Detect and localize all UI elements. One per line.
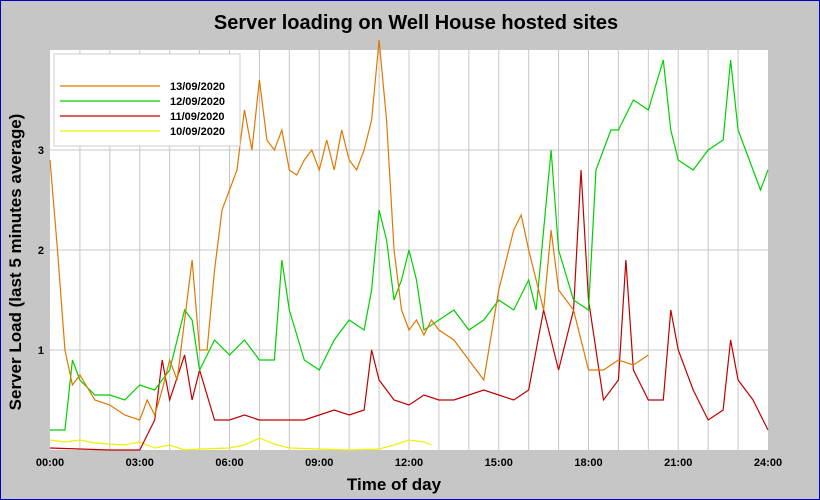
x-tick-label: 00:00 — [36, 457, 64, 469]
y-ticks: 1 2 3 — [38, 145, 44, 357]
chart-title: Server loading on Well House hosted site… — [214, 12, 618, 34]
series-lines — [49, 39, 769, 451]
x-axis-label: Time of day — [347, 475, 442, 494]
x-tick-label: 09:00 — [305, 457, 333, 469]
x-tick-label: 12:00 — [395, 457, 423, 469]
x-tick-label: 03:00 — [126, 457, 154, 469]
x-ticks: 00:00 03:00 06:00 09:00 12:00 15:00 18:00 21:00… — [36, 457, 782, 469]
x-tick-label: 24:00 — [754, 457, 782, 469]
legend-label: 13/09/2020 — [170, 81, 225, 93]
x-tick-label: 21:00 — [664, 457, 692, 469]
x-tick-label: 15:00 — [485, 457, 513, 469]
legend-label: 11/09/2020 — [170, 111, 224, 123]
x-tick-label: 06:00 — [215, 457, 243, 469]
legend-label: 12/09/2020 — [170, 96, 225, 108]
legend-label: 10/09/2020 — [170, 126, 225, 138]
y-tick-label: 2 — [38, 245, 44, 257]
x-tick-label: 18:00 — [574, 457, 602, 469]
y-tick-label: 1 — [38, 345, 44, 357]
series-line-10/09/2020 — [49, 437, 432, 451]
series-line-11/09/2020 — [49, 169, 769, 451]
y-axis-label: Server Load (last 5 minutes average) — [6, 114, 25, 411]
series-line-13/09/2020 — [49, 39, 649, 421]
legend: 13/09/2020 12/09/2020 11/09/2020 10/09/2020 — [53, 53, 241, 147]
y-tick-label: 3 — [38, 145, 44, 157]
